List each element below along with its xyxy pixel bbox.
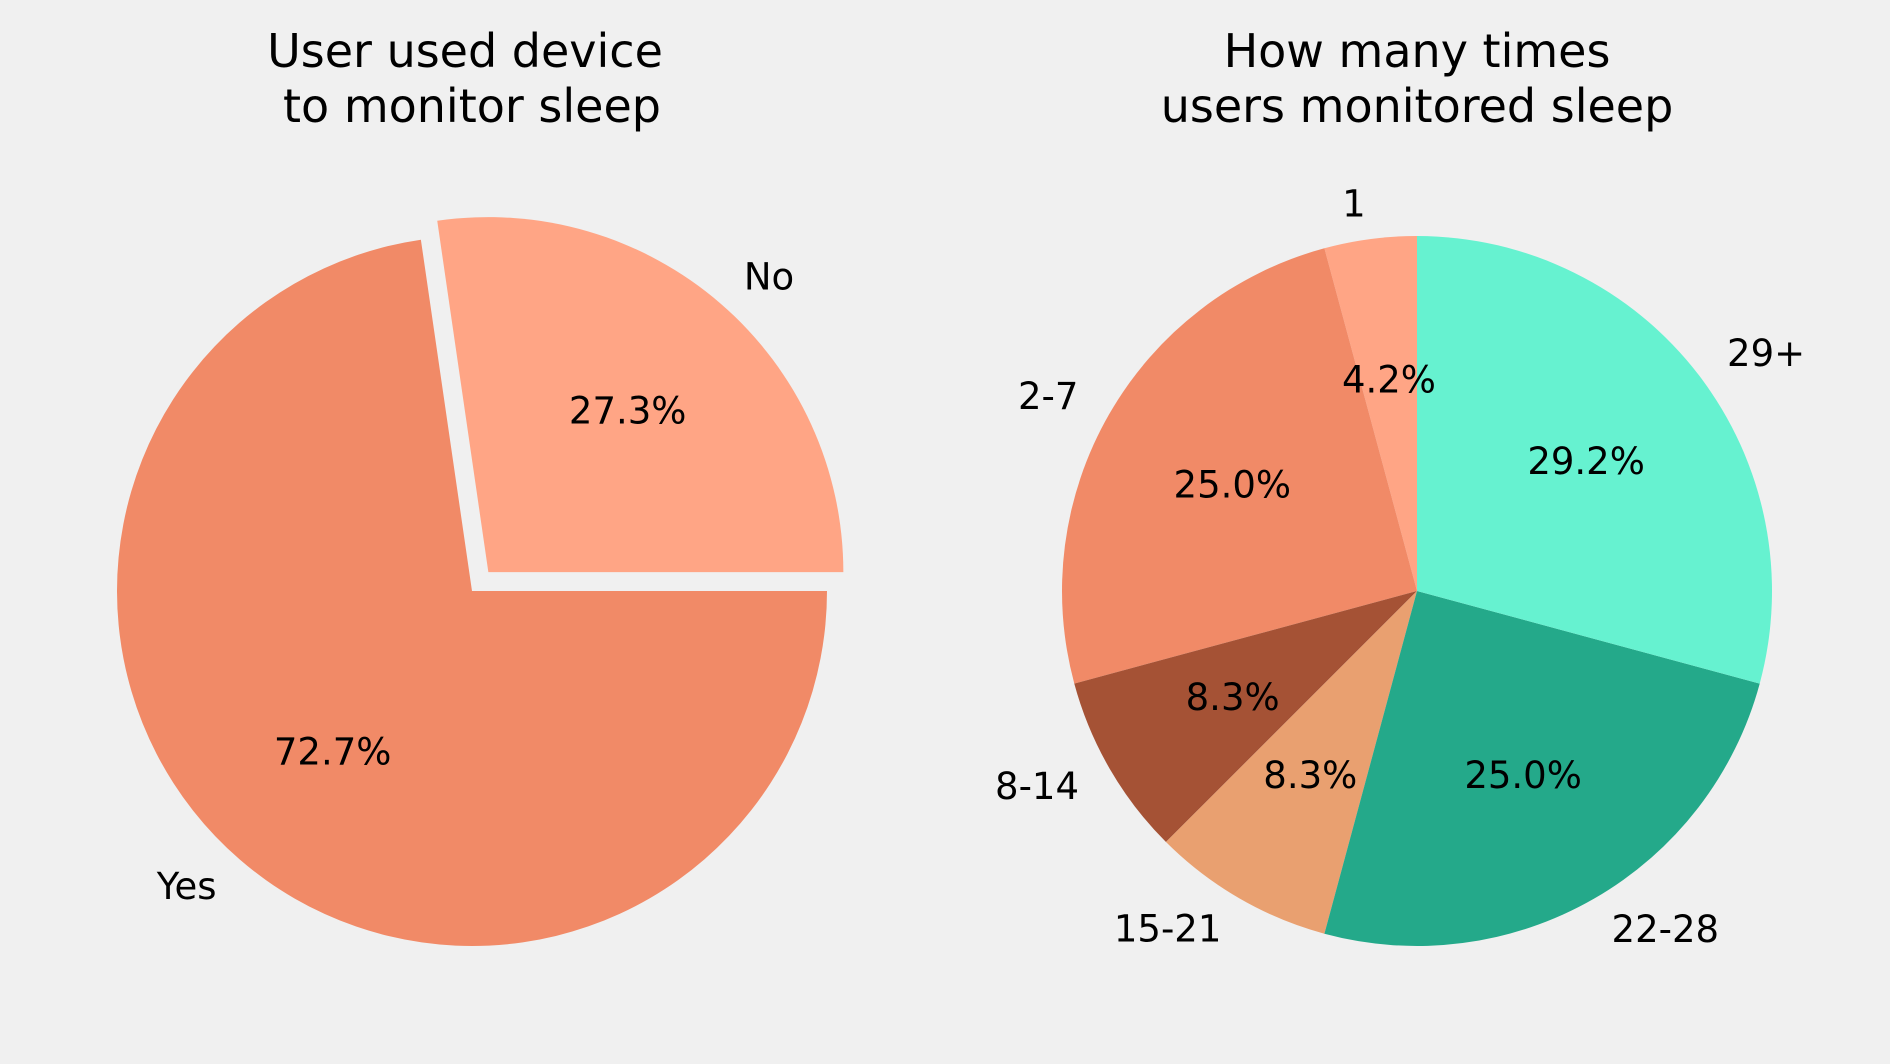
slice-label-yes: Yes bbox=[156, 865, 217, 908]
pie-chart-monitor-count: How many times users monitored sleep 4.2… bbox=[995, 24, 1805, 951]
pct-label-2-7: 25.0% bbox=[1174, 463, 1292, 506]
chart-title-line-2: users monitored sleep bbox=[1161, 79, 1674, 133]
pie-slice-1 bbox=[1324, 236, 1417, 591]
slice-label-29: 29+ bbox=[1727, 332, 1805, 375]
pie-slice-8-14 bbox=[1074, 591, 1417, 843]
slice-label-no: No bbox=[744, 255, 794, 298]
chart-title-line-1: How many times bbox=[1224, 24, 1611, 78]
chart-title-line-2: to monitor sleep bbox=[283, 79, 661, 133]
pct-label-1: 4.2% bbox=[1342, 358, 1436, 401]
pie-slice-15-21 bbox=[1165, 591, 1417, 934]
slice-label-8-14: 8-14 bbox=[995, 765, 1079, 808]
pie-chart-device-use: User used device to monitor sleep 27.3% N… bbox=[117, 24, 844, 946]
slice-label-22-28: 22-28 bbox=[1612, 908, 1720, 951]
pct-label-yes: 72.7% bbox=[274, 731, 392, 774]
chart-title-line-1: User used device bbox=[267, 24, 663, 78]
pie-slice-2-7 bbox=[1061, 248, 1417, 684]
pct-label-8-14: 8.3% bbox=[1186, 676, 1280, 719]
pct-label-no: 27.3% bbox=[569, 389, 687, 432]
pct-label-15-21: 8.3% bbox=[1263, 754, 1357, 797]
pct-label-22-28: 25.0% bbox=[1464, 754, 1582, 797]
slice-label-2-7: 2-7 bbox=[1018, 375, 1078, 418]
pct-label-29: 29.2% bbox=[1527, 440, 1645, 483]
pie-slice-29 bbox=[1417, 236, 1772, 684]
pie-slice-22-28 bbox=[1324, 591, 1760, 947]
pie-slice-yes bbox=[117, 239, 828, 946]
slice-label-15-21: 15-21 bbox=[1114, 907, 1222, 950]
slice-label-1: 1 bbox=[1342, 182, 1366, 225]
pie-slice-no bbox=[437, 217, 844, 573]
